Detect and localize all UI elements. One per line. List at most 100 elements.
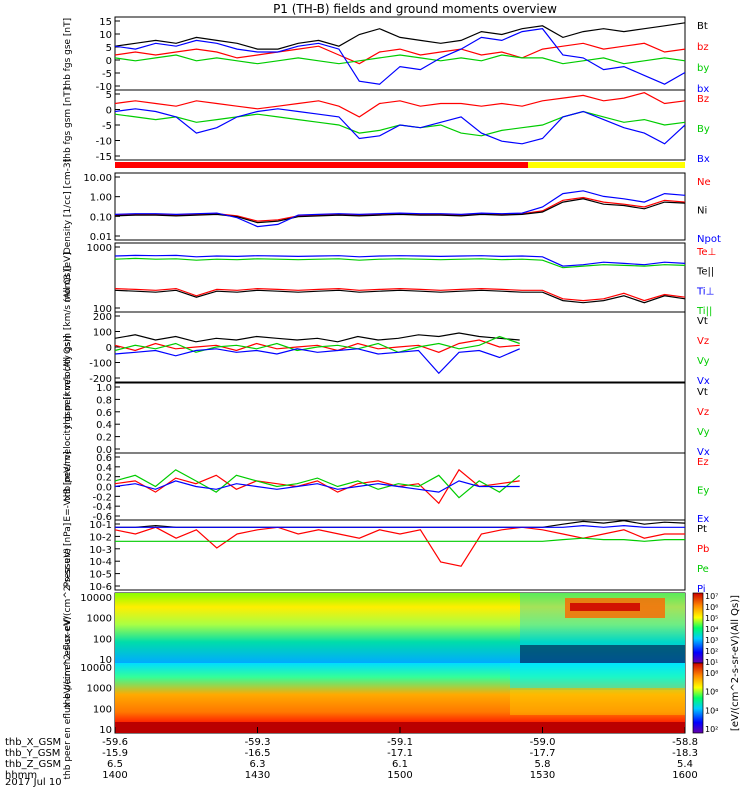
legend-label: Ti|| xyxy=(696,306,712,317)
legend-label: Bx xyxy=(697,154,710,165)
legend-label: Ez xyxy=(697,457,709,468)
panel-pressure: 10-110-2 10-310-4 10-510-6 Pressure [nPa] Pt… xyxy=(63,519,709,595)
colorbar-tick-upper: 10⁶ xyxy=(705,603,718,612)
series-line-3 xyxy=(114,28,686,85)
y-tick-label: -200 xyxy=(89,374,112,385)
colorbar-tick-upper: 10² xyxy=(705,647,718,656)
date-label: 2017 Jul 10 xyxy=(5,777,62,788)
y-tick-label: 1.00 xyxy=(90,193,112,204)
y-tick-label: 0.0 xyxy=(96,483,112,494)
series-line-1 xyxy=(114,339,520,353)
y-tick-label: -0.4 xyxy=(92,502,112,513)
series-line-2 xyxy=(114,54,686,65)
legend-label: Bt xyxy=(697,21,708,32)
panel-fgs_gse: 15 10 5 0 -5 -10 thb fgs gse [nT] Bt bz by bx xyxy=(63,16,709,95)
legend-label: Vt xyxy=(697,316,708,327)
y-tick-label: 10.00 xyxy=(83,173,112,184)
x-tick-label: -59.0 xyxy=(530,737,556,748)
x-row-value: 5.8 xyxy=(535,759,551,770)
y-tick-label: 10-2 xyxy=(89,532,112,543)
y-tick-label: 10-6 xyxy=(89,582,112,593)
colorbar-tick-lower: 10⁴ xyxy=(705,706,718,715)
series-line-2 xyxy=(114,335,520,353)
y-tick-label: 0.4 xyxy=(96,463,112,474)
y-tick-label: 100 xyxy=(93,704,112,715)
series-line-1 xyxy=(114,198,686,224)
series-line-2 xyxy=(114,480,520,493)
chart-title: P1 (TH-B) fields and ground moments over… xyxy=(273,2,557,16)
legend-label: Vy xyxy=(697,356,710,367)
colorbar-tick-lower: 10² xyxy=(705,725,718,734)
mode-bar-red xyxy=(115,162,528,168)
y-tick-label: 5 xyxy=(106,90,112,101)
y-tick-label: -5 xyxy=(102,69,112,80)
legend-label: Vz xyxy=(697,407,709,418)
x-row-value: 6.5 xyxy=(107,759,123,770)
colorbar-tick-upper: 10⁴ xyxy=(705,625,718,634)
legend-label: Bz xyxy=(697,94,709,105)
series-line-1 xyxy=(114,469,521,499)
x-row-label: thb_Z_GSM xyxy=(5,759,61,770)
y-tick-label: 10-3 xyxy=(89,545,112,556)
y-tick-label: 1000 xyxy=(87,684,112,695)
y-tick-label: 1.0 xyxy=(96,383,112,394)
legend-label: Pi xyxy=(697,584,706,595)
y-tick-label: 10000 xyxy=(80,593,112,604)
y-tick-label: 0.10 xyxy=(90,212,112,223)
y-tick-label: 100 xyxy=(93,304,112,315)
y-axis-label: Density [1/cc] [cm-3] xyxy=(63,159,73,254)
y-tick-label: 100 xyxy=(93,328,112,339)
mode-bar-yellow xyxy=(528,162,685,168)
y-tick-label: -5 xyxy=(102,121,112,132)
x-row-value: 1400 xyxy=(102,770,127,781)
y-tick-label: -100 xyxy=(89,359,112,370)
series-line-2 xyxy=(114,108,686,145)
legend-label: Pe xyxy=(697,564,709,575)
y-tick-label: 10-5 xyxy=(89,570,112,581)
legend-label: Te⊥ xyxy=(696,247,716,258)
x-row-label: thb_X_GSM xyxy=(5,737,61,748)
series-line-0 xyxy=(114,196,686,222)
y-tick-label: 0 xyxy=(106,343,112,354)
legend-label: Vy xyxy=(697,427,710,438)
series-line-0 xyxy=(114,287,686,302)
legend-label: Ex xyxy=(697,514,709,525)
series-line-3 xyxy=(114,348,520,375)
series-line-2 xyxy=(114,254,686,267)
ion-spectrogram xyxy=(115,593,685,663)
colorbar-upper xyxy=(692,592,704,664)
panel-efield: 0.60.40.20.0-0.2-0.4-0.6 E=-VxB [mV/m] Ez E… xyxy=(63,451,709,525)
series-line-1 xyxy=(114,42,686,65)
series-line-0 xyxy=(114,22,686,50)
electron-spectrogram xyxy=(115,663,685,733)
y-tick-label: 10-4 xyxy=(89,557,112,568)
y-tick-label: 1000 xyxy=(87,243,112,254)
panel-frame xyxy=(114,382,686,454)
y-tick-label: 0 xyxy=(106,106,112,117)
x-row-label: hhmm xyxy=(5,770,37,781)
legend-label: by xyxy=(697,63,709,74)
y-tick-label: -0.6 xyxy=(92,512,112,523)
legend-label: Ne xyxy=(697,177,711,188)
y-tick-label: 1000 xyxy=(87,614,112,625)
legend-label: By xyxy=(697,124,710,135)
y-tick-label: -15 xyxy=(96,152,112,163)
x-row-value: -17.7 xyxy=(530,748,556,759)
series-line-1 xyxy=(114,526,685,567)
colorbar-tick-lower: 10⁶ xyxy=(705,688,718,697)
x-row-value: 1530 xyxy=(530,770,555,781)
y-tick-label: -0.2 xyxy=(92,492,112,503)
legend-label: Te|| xyxy=(696,267,714,278)
y-axis-label: mom3 [eV] xyxy=(63,252,73,302)
y-axis-label: thb peir en eflux eV/(cm^2-s-sr-eV) xyxy=(63,548,73,708)
x-row-value: -18.3 xyxy=(672,748,698,759)
legend-label: Pb xyxy=(697,544,709,555)
x-row-value: 5.4 xyxy=(677,759,693,770)
y-tick-label: 10 xyxy=(99,655,112,666)
y-tick-label: -10 xyxy=(96,82,112,93)
legend-label: Ni xyxy=(697,206,707,217)
colorbar-tick-upper: 10⁵ xyxy=(705,614,718,623)
colorbar-label: [eV/(cm^2-s-sr-eV)(All Qs)] xyxy=(730,595,741,731)
